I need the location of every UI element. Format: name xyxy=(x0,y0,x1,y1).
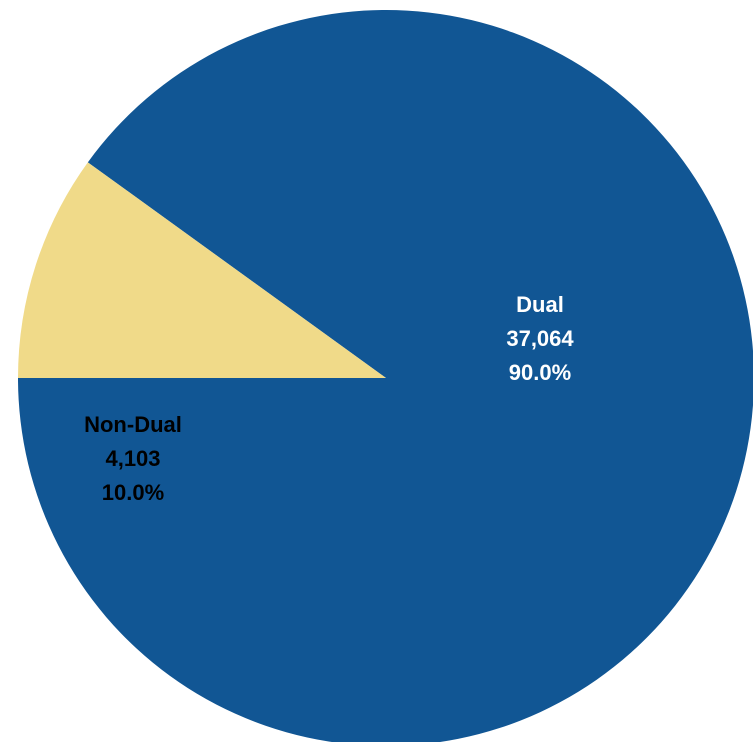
pie-label-non-dual-name: Non-Dual xyxy=(84,412,182,437)
pie-slice-non-dual xyxy=(18,162,386,378)
pie-label-dual-name: Dual xyxy=(516,292,564,317)
pie-label-non-dual-percent: 10.0% xyxy=(102,480,164,505)
pie-slice-dual xyxy=(18,10,753,742)
pie-label-dual-percent: 90.0% xyxy=(509,360,571,385)
pie-slices xyxy=(18,10,753,742)
pie-label-dual-value: 37,064 xyxy=(506,326,574,351)
pie-label-non-dual-value: 4,103 xyxy=(105,446,160,471)
pie-labels: Dual 37,064 90.0% Non-Dual 4,103 10.0% xyxy=(84,292,574,505)
